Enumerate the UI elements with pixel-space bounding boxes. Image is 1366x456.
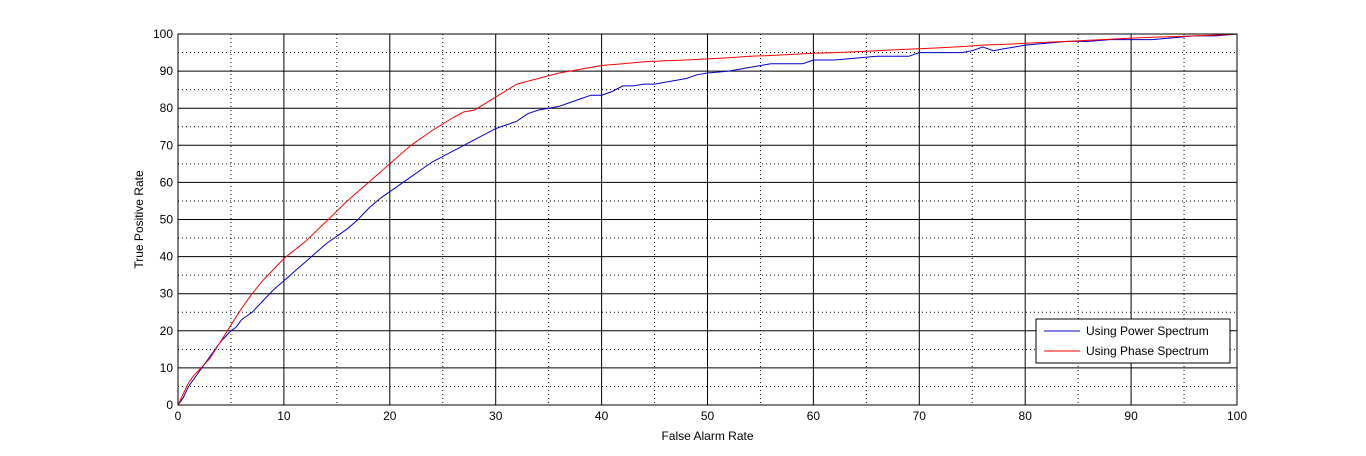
plot-frame (177, 33, 1238, 406)
x-tick-label: 10 (277, 409, 291, 423)
y-tick-label: 80 (160, 101, 174, 115)
x-tick-label: 80 (1019, 409, 1033, 423)
x-tick-label: 90 (1124, 409, 1138, 423)
y-tick-label: 20 (160, 324, 174, 338)
legend-label-phase-spectrum: Using Phase Spectrum (1086, 344, 1209, 358)
y-tick-label: 0 (166, 398, 173, 412)
legend: Using Power Spectrum Using Phase Spectru… (1035, 318, 1231, 364)
x-tick-label: 40 (595, 409, 609, 423)
legend-label-power-spectrum: Using Power Spectrum (1086, 324, 1209, 338)
y-tick-label: 50 (160, 213, 174, 227)
axis-ticks: 0 10 20 30 40 50 60 70 80 90 100 0 10 20 30 40 50 60 70 80 9… (153, 27, 1247, 423)
x-axis-label: False Alarm Rate (661, 429, 753, 443)
x-tick-label: 0 (175, 409, 182, 423)
x-tick-label: 30 (489, 409, 503, 423)
series-line-power-spectrum (177, 33, 1238, 406)
y-tick-label: 30 (160, 287, 174, 301)
x-tick-label: 50 (701, 409, 715, 423)
x-tick-label: 20 (383, 409, 397, 423)
y-tick-label: 60 (160, 175, 174, 189)
x-tick-label: 60 (807, 409, 821, 423)
y-tick-label: 90 (160, 64, 174, 78)
legend-box (1035, 318, 1231, 364)
series-lines (177, 33, 1238, 406)
y-tick-label: 100 (153, 27, 173, 41)
y-tick-label: 40 (160, 250, 174, 264)
x-tick-label: 70 (913, 409, 927, 423)
x-tick-label: 100 (1227, 409, 1247, 423)
series-line-phase-spectrum (177, 33, 1238, 406)
y-tick-label: 70 (160, 138, 174, 152)
y-axis-label: True Positive Rate (132, 170, 146, 269)
y-tick-label: 10 (160, 361, 174, 375)
